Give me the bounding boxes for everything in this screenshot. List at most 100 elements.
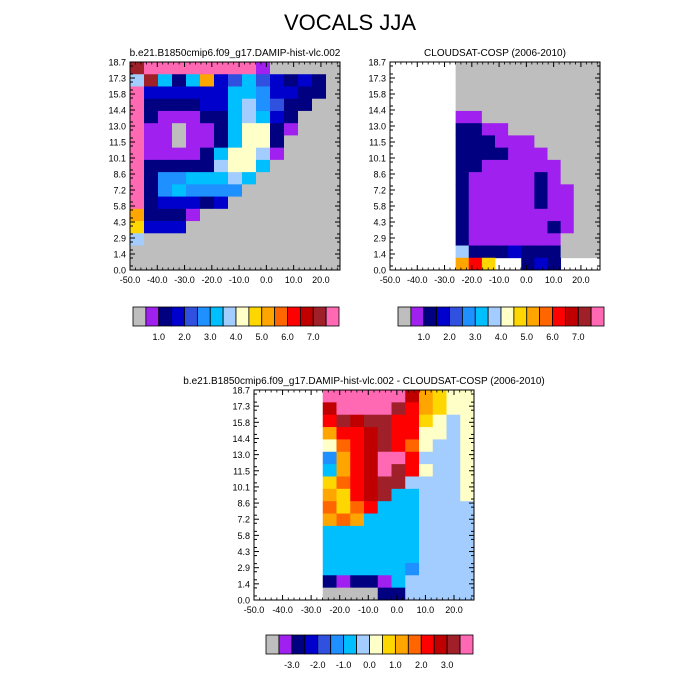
heatmap-cell bbox=[481, 196, 496, 210]
heatmap-cell bbox=[298, 208, 313, 222]
heatmap-cell bbox=[322, 390, 337, 403]
heatmap-cell bbox=[391, 513, 406, 527]
x-tick-label: 20.0 bbox=[572, 275, 590, 285]
colorbar-box bbox=[274, 306, 288, 327]
heatmap-cell bbox=[144, 245, 159, 259]
heatmap-cell bbox=[446, 575, 461, 589]
heatmap-cell bbox=[521, 245, 535, 259]
heatmap-cell bbox=[560, 233, 575, 246]
heatmap-cell bbox=[521, 184, 535, 197]
heatmap-cell bbox=[186, 86, 201, 100]
colorbar-box bbox=[343, 634, 357, 655]
heatmap-cell bbox=[405, 451, 420, 465]
heatmap-cell bbox=[284, 184, 299, 197]
heatmap-cell bbox=[534, 123, 548, 136]
heatmap-cell bbox=[312, 123, 327, 136]
heatmap-cell bbox=[547, 86, 562, 100]
heatmap-cell bbox=[432, 414, 447, 428]
heatmap-cell bbox=[481, 233, 496, 246]
heatmap-cell bbox=[172, 159, 187, 173]
heatmap-cell bbox=[364, 513, 379, 527]
heatmap-cell bbox=[391, 550, 406, 564]
heatmap-cell bbox=[432, 476, 447, 490]
heatmap-cell bbox=[158, 123, 173, 136]
heatmap-cell bbox=[298, 74, 313, 87]
heatmap-cell bbox=[312, 110, 327, 124]
heatmap-cell bbox=[350, 513, 365, 527]
colorbar-box bbox=[446, 634, 461, 655]
heatmap-cell bbox=[228, 257, 243, 271]
heatmap-cell bbox=[521, 110, 535, 124]
heatmap-cell bbox=[573, 62, 588, 75]
heatmap-cell bbox=[130, 245, 145, 259]
heatmap-cell bbox=[270, 135, 285, 149]
heatmap-cell bbox=[573, 74, 588, 87]
heatmap-cell bbox=[495, 74, 509, 87]
heatmap-cell bbox=[560, 110, 575, 124]
heatmap-cell bbox=[130, 159, 145, 173]
heatmap-cell bbox=[364, 562, 379, 576]
heatmap-cell bbox=[228, 110, 243, 124]
heatmap-cell bbox=[298, 110, 313, 124]
heatmap-cell bbox=[270, 172, 285, 185]
y-tick-label: 8.6 bbox=[373, 170, 386, 180]
heatmap-cell bbox=[547, 159, 562, 173]
heatmap-cell bbox=[322, 476, 337, 490]
heatmap-cell bbox=[158, 221, 173, 234]
heatmap-cell bbox=[481, 172, 496, 185]
heatmap-cell bbox=[446, 587, 461, 601]
colorbar-label: 1.0 bbox=[152, 332, 165, 342]
heatmap-cell bbox=[573, 221, 588, 234]
heatmap-cell bbox=[560, 86, 575, 100]
heatmap-cell bbox=[270, 245, 285, 259]
heatmap-cell bbox=[326, 86, 341, 100]
colorbar-box bbox=[539, 306, 553, 327]
heatmap-cell bbox=[405, 562, 420, 576]
heatmap-cell bbox=[446, 464, 461, 477]
heatmap-cell bbox=[214, 172, 229, 185]
heatmap-cell bbox=[326, 208, 341, 222]
heatmap-cell bbox=[521, 135, 535, 149]
heatmap-cell bbox=[242, 172, 257, 185]
y-tick-label: 14.4 bbox=[108, 106, 126, 116]
y-tick-label: 14.4 bbox=[232, 434, 250, 444]
heatmap-cell bbox=[460, 550, 475, 564]
heatmap-cell bbox=[326, 147, 341, 161]
panel-title: CLOUDSAT-COSP (2006-2010) bbox=[424, 48, 566, 59]
heatmap-cell bbox=[200, 245, 215, 259]
heatmap-cell bbox=[508, 184, 522, 197]
heatmap-cell bbox=[172, 135, 187, 149]
heatmap-cell bbox=[455, 62, 470, 75]
heatmap-cell bbox=[214, 184, 229, 197]
x-tick-label: 10.0 bbox=[545, 275, 563, 285]
heatmap-cell bbox=[468, 147, 483, 161]
heatmap-cell bbox=[322, 562, 337, 576]
heatmap-cell bbox=[521, 196, 535, 210]
heatmap-cell bbox=[534, 221, 548, 234]
heatmap-cell bbox=[312, 159, 327, 173]
heatmap-cell bbox=[364, 587, 379, 601]
heatmap-cell bbox=[481, 74, 496, 87]
heatmap-cell bbox=[228, 74, 243, 87]
heatmap-cell bbox=[322, 513, 337, 527]
heatmap-cell bbox=[144, 159, 159, 173]
heatmap-cell bbox=[144, 196, 159, 210]
heatmap-cell bbox=[326, 233, 341, 246]
heatmap-cell bbox=[391, 464, 406, 477]
heatmap-cell bbox=[508, 208, 522, 222]
colorbar-label: 7.0 bbox=[572, 332, 585, 342]
heatmap-cell bbox=[468, 135, 483, 149]
heatmap-cell bbox=[298, 196, 313, 210]
heatmap-cell bbox=[364, 427, 379, 440]
heatmap-cell bbox=[468, 233, 483, 246]
heatmap-cell bbox=[377, 513, 392, 527]
heatmap-cell bbox=[242, 110, 257, 124]
panel-title: b.e21.B1850cmip6.f09_g17.DAMIP-hist-vlc.… bbox=[130, 48, 341, 59]
heatmap-cell bbox=[455, 135, 470, 149]
heatmap-cell bbox=[336, 488, 351, 502]
heatmap-cell bbox=[312, 98, 327, 112]
heatmap-cell bbox=[130, 74, 145, 87]
colorbar-label: 1.0 bbox=[417, 332, 430, 342]
heatmap-cell bbox=[455, 147, 470, 161]
